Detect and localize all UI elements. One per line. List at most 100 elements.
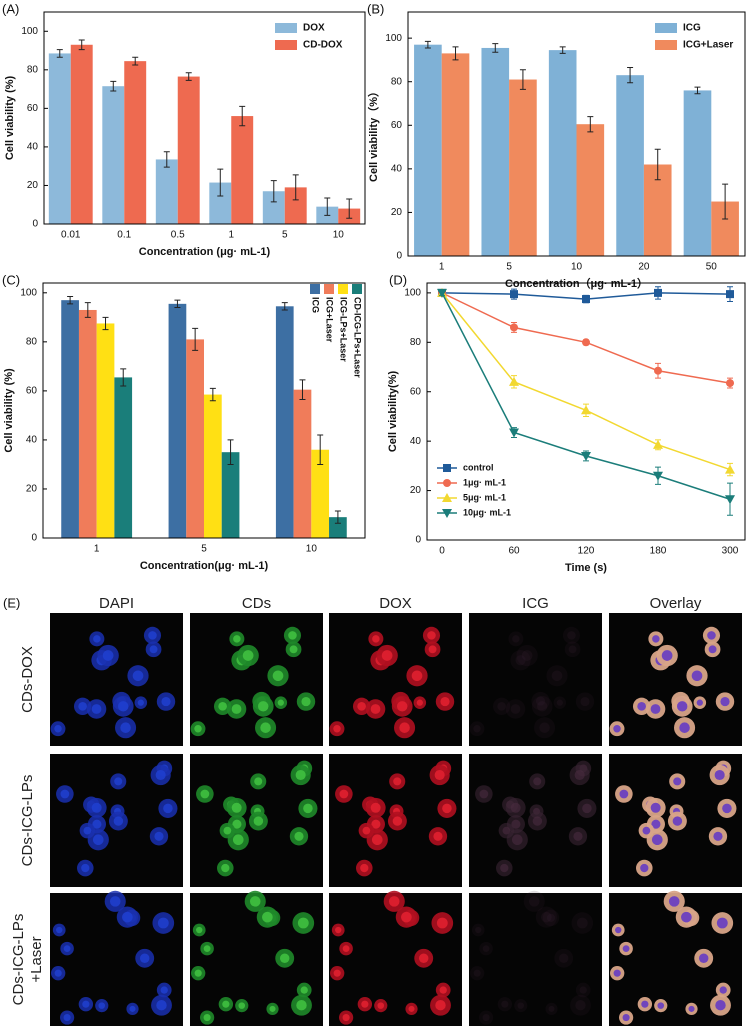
cell-core xyxy=(533,777,542,786)
cell-core xyxy=(696,699,703,706)
x-tick-label: 1 xyxy=(228,230,234,241)
cell-core xyxy=(129,1005,136,1012)
cell xyxy=(531,691,550,711)
error-bar xyxy=(102,316,109,331)
panel-label: (B) xyxy=(367,1,384,16)
x-tick-label: 1 xyxy=(94,544,100,555)
bar xyxy=(329,517,347,538)
cell-core xyxy=(521,650,533,661)
cell-core xyxy=(528,896,540,907)
cell-core xyxy=(272,670,284,682)
line xyxy=(441,292,731,471)
cell-core xyxy=(163,803,173,814)
cell-core xyxy=(679,722,690,733)
error-bar xyxy=(281,302,288,311)
cell-core xyxy=(194,969,202,977)
cell-core xyxy=(473,969,481,977)
cell-core xyxy=(342,945,350,952)
error-bar xyxy=(654,148,661,181)
cell-core xyxy=(289,645,298,654)
cell-core xyxy=(232,834,244,846)
cell-core xyxy=(155,769,166,781)
cell-core xyxy=(357,702,366,711)
cell-core xyxy=(548,1005,555,1012)
legend-label: 5μg· mL-1 xyxy=(463,492,506,502)
bar xyxy=(204,394,222,538)
cell-core xyxy=(372,635,380,643)
x-tick-label: 120 xyxy=(578,546,595,557)
cell-core xyxy=(118,701,129,712)
y-tick-label: 100 xyxy=(385,33,402,44)
legend-swatch xyxy=(310,284,320,294)
marker xyxy=(443,464,451,472)
cell-core xyxy=(698,953,709,963)
row-label: CDs-ICG-LPs xyxy=(10,914,27,1006)
cell-core xyxy=(539,722,550,733)
cell-core xyxy=(556,699,563,706)
bar xyxy=(275,306,294,538)
cell-core xyxy=(416,699,423,706)
cell-core xyxy=(532,816,543,826)
legend-label: ICG xyxy=(683,23,701,34)
bar xyxy=(70,44,93,224)
x-tick-label: 0.1 xyxy=(117,230,131,241)
legend-swatch xyxy=(655,23,677,33)
cell-core xyxy=(551,670,563,682)
error-bar xyxy=(292,174,299,201)
cell-core xyxy=(573,831,583,841)
cell-core xyxy=(637,702,646,711)
y-tick-label: 60 xyxy=(391,120,403,131)
cell-core xyxy=(613,725,621,733)
cell-core xyxy=(56,926,63,934)
error-bar xyxy=(270,180,277,203)
cell xyxy=(497,997,513,1012)
marker xyxy=(725,495,735,505)
cell-core xyxy=(720,696,730,707)
cell-core xyxy=(475,926,482,934)
y-tick-label: 40 xyxy=(391,163,403,174)
x-axis-label: Time (s) xyxy=(565,562,607,574)
cell-core xyxy=(297,917,309,929)
y-tick-label: 20 xyxy=(26,484,38,495)
legend-label: ICG+Laser xyxy=(683,40,733,51)
y-tick-label: 40 xyxy=(27,142,39,153)
marker xyxy=(442,493,452,502)
legend-swatch xyxy=(352,284,362,294)
error-bar xyxy=(519,69,526,90)
cell-core xyxy=(82,1000,90,1008)
cell xyxy=(535,906,557,928)
cell-core xyxy=(360,863,369,873)
bar xyxy=(102,86,125,224)
marker xyxy=(653,471,663,481)
cell-core xyxy=(231,802,242,813)
cell xyxy=(553,696,567,709)
y-tick-label: 80 xyxy=(26,336,38,347)
bar xyxy=(509,79,537,257)
marker xyxy=(442,509,452,518)
cell-core xyxy=(511,819,521,829)
cell-core xyxy=(642,826,651,835)
cell-core xyxy=(651,819,661,829)
x-tick-label: 5 xyxy=(201,544,207,555)
cell-core xyxy=(92,834,104,846)
error-bar xyxy=(424,40,431,49)
marker xyxy=(510,290,518,299)
cell xyxy=(575,692,595,711)
cell-core xyxy=(231,704,242,714)
legend-label: control xyxy=(463,462,494,472)
cell-core xyxy=(517,1002,525,1009)
marker xyxy=(581,405,591,415)
cell-core xyxy=(714,769,725,781)
cell-core xyxy=(194,725,202,733)
cell-core xyxy=(681,911,692,923)
error-bar xyxy=(694,86,701,95)
cell-core xyxy=(535,696,546,706)
error-bar xyxy=(587,116,594,133)
error-bar xyxy=(227,439,234,465)
bar xyxy=(177,76,200,225)
y-tick-label: 100 xyxy=(20,287,37,298)
micrograph xyxy=(469,613,602,746)
cell-core xyxy=(288,631,297,640)
bar xyxy=(168,303,187,538)
error-bar xyxy=(192,327,199,351)
